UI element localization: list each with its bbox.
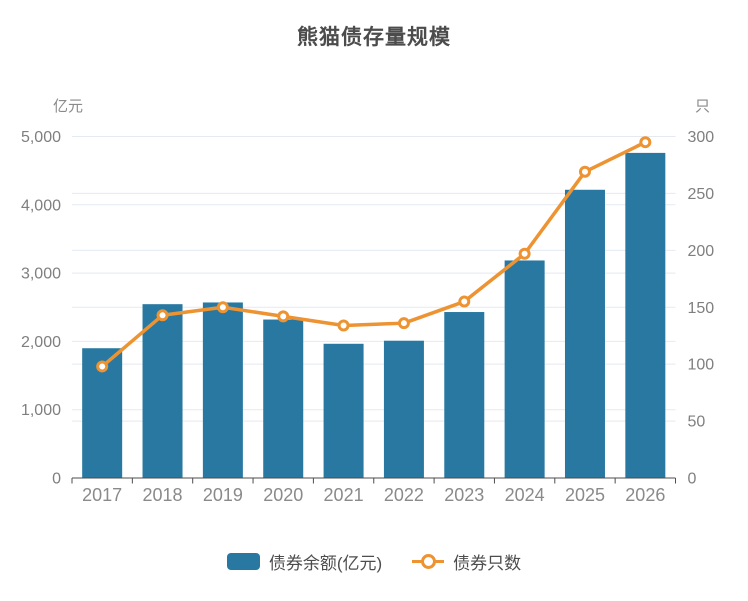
x-tick-label-2019: 2019 [203,485,243,505]
bar-series-swatch-icon [226,553,260,570]
legend-item-bond-balance[interactable]: 债券余额(亿元) [226,549,383,574]
line-series-swatch-icon [412,553,445,570]
x-tick-label-2021: 2021 [324,485,364,505]
point-2019[interactable] [216,301,229,314]
left-axis-unit-label: 亿元 [53,98,84,115]
y-right-tick-label-0: 0 [688,471,697,488]
x-tick-label-2022: 2022 [384,485,424,505]
point-2020[interactable] [277,310,290,323]
bar-2025[interactable] [564,189,605,479]
x-tick-label-2026: 2026 [625,485,665,505]
x-tick-label-2017: 2017 [82,485,122,505]
bar-2022[interactable] [383,340,424,478]
bond-count-line[interactable] [100,140,648,369]
bar-2019[interactable] [202,302,243,478]
point-2022[interactable] [397,317,410,330]
y-left-tick-label-4,000: 4,000 [21,197,61,214]
y-left-tick-label-0: 0 [52,471,61,488]
bar-2023[interactable] [444,312,485,478]
x-tick-label-2023: 2023 [444,485,484,505]
point-2023[interactable] [458,295,471,308]
bar-2020[interactable] [263,319,304,478]
point-2021[interactable] [337,319,350,332]
point-2024[interactable] [518,247,531,260]
chart-title: 熊猫债存量规模 [297,26,451,49]
point-2025[interactable] [578,165,591,178]
point-2018[interactable] [156,309,169,322]
legend-label-bond-count: 债券只数 [453,554,522,573]
y-left-tick-label-5,000: 5,000 [21,129,61,146]
right-axis-unit-label: 只 [695,98,711,115]
bar-2024[interactable] [504,260,545,478]
y-right-tick-label-150: 150 [688,300,715,317]
x-tick-label-2020: 2020 [263,485,303,505]
y-right-tick-label-300: 300 [688,129,715,146]
x-tick-label-2024: 2024 [505,485,545,505]
x-tick-label-2025: 2025 [565,485,605,505]
legend: 债券余额(亿元) 债券只数 [0,549,748,574]
legend-label-bond-balance: 债券余额(亿元) [268,554,383,573]
y-right-tick-label-250: 250 [688,186,715,203]
bar-2026[interactable] [625,152,666,478]
y-left-tick-label-1,000: 1,000 [21,402,61,419]
y-left-tick-label-2,000: 2,000 [21,334,61,351]
y-right-tick-label-100: 100 [688,357,715,374]
legend-item-bond-count[interactable]: 债券只数 [412,549,521,574]
y-right-tick-label-200: 200 [688,243,715,260]
y-left-tick-label-3,000: 3,000 [21,266,61,283]
point-2026[interactable] [639,136,652,149]
y-right-tick-label-50: 50 [688,414,706,431]
bar-2021[interactable] [323,343,364,478]
point-2017[interactable] [96,360,109,373]
bar-2018[interactable] [142,304,183,478]
x-tick-label-2018: 2018 [143,485,183,505]
